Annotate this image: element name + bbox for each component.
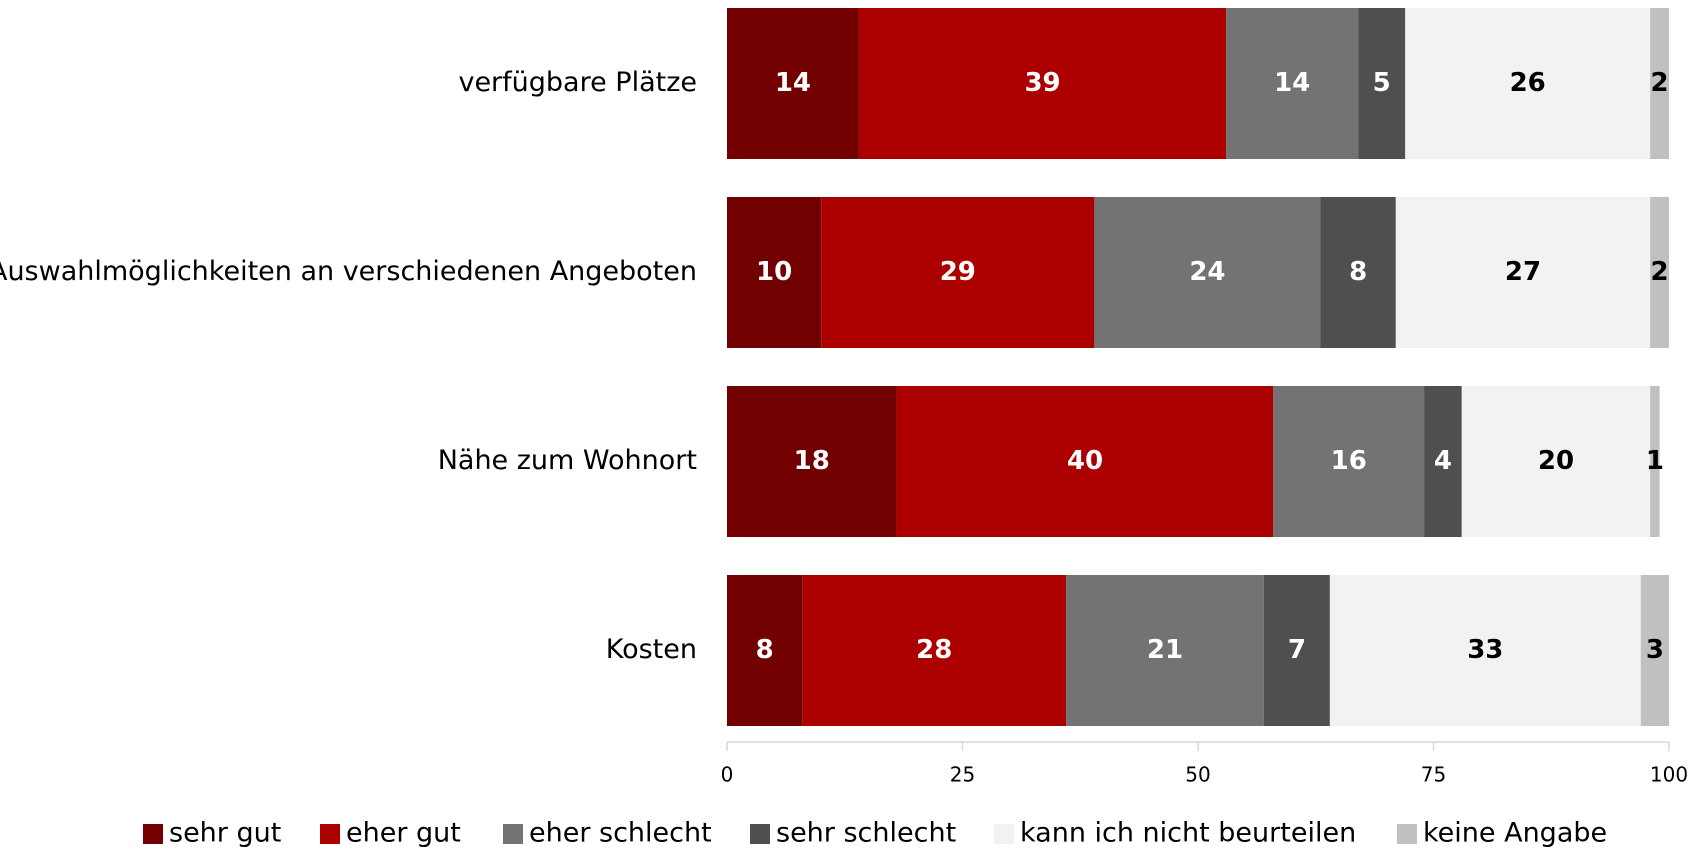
bar-segment	[1424, 386, 1462, 537]
data-label: 26	[1510, 68, 1546, 98]
data-label: 2	[1651, 257, 1669, 287]
category-label: verfügbare Plätze	[458, 67, 697, 98]
legend-label: kann ich nicht beurteilen	[1020, 818, 1356, 849]
data-label: 21	[1147, 635, 1183, 665]
bar-segment	[727, 386, 897, 537]
bar-segment	[1650, 386, 1660, 537]
legend-swatch	[1397, 824, 1417, 844]
bar-segment	[1329, 575, 1641, 726]
category-label: Nähe zum Wohnort	[438, 445, 697, 476]
bar-segment	[1273, 386, 1425, 537]
bar-segment	[1320, 197, 1396, 348]
bar-segment	[1358, 8, 1406, 159]
data-label: 16	[1331, 446, 1367, 476]
bar-segment	[727, 197, 822, 348]
category-label: Kosten	[606, 634, 697, 665]
bar-segment	[1650, 8, 1669, 159]
data-label: 29	[940, 257, 976, 287]
x-tick-label: 50	[1185, 763, 1210, 787]
data-label: 39	[1024, 68, 1060, 98]
legend-swatch	[320, 824, 340, 844]
data-label: 10	[756, 257, 792, 287]
bar-segment	[858, 8, 1227, 159]
data-label: 18	[794, 446, 830, 476]
bar-segment	[1395, 197, 1651, 348]
legend-label: eher gut	[346, 818, 461, 849]
legend-swatch	[994, 824, 1014, 844]
bar-segment	[821, 197, 1095, 348]
data-label: 5	[1373, 68, 1391, 98]
legend-swatch	[750, 824, 770, 844]
legend-label: eher schlecht	[529, 818, 712, 849]
bar-segment	[1461, 386, 1651, 537]
data-label: 7	[1288, 635, 1306, 665]
data-label: 20	[1538, 446, 1574, 476]
x-tick-label: 100	[1650, 763, 1688, 787]
data-label: 28	[916, 635, 952, 665]
category-label: Auswahlmöglichkeiten an verschiedenen An…	[0, 256, 697, 287]
bar-segment	[1405, 8, 1651, 159]
data-label: 40	[1067, 446, 1103, 476]
data-label: 14	[775, 68, 811, 98]
bar-segment	[896, 386, 1274, 537]
data-label: 24	[1189, 257, 1225, 287]
bar-segment	[727, 8, 859, 159]
bar-segment	[1640, 575, 1669, 726]
x-tick-label: 75	[1421, 763, 1446, 787]
data-label: 1	[1646, 446, 1664, 476]
bar-segment	[1226, 8, 1359, 159]
data-label: 4	[1434, 446, 1452, 476]
x-tick-label: 0	[721, 763, 734, 787]
legend-label: sehr gut	[169, 818, 281, 849]
legend-swatch	[143, 824, 163, 844]
data-label: 8	[1349, 257, 1367, 287]
bar-segment	[1066, 575, 1264, 726]
legend-swatch	[503, 824, 523, 844]
x-tick-label: 25	[950, 763, 975, 787]
data-label: 2	[1651, 68, 1669, 98]
data-label: 27	[1505, 257, 1541, 287]
bar-segment	[1094, 197, 1321, 348]
bar-segment	[727, 575, 803, 726]
data-label: 3	[1646, 635, 1664, 665]
legend-label: keine Angabe	[1423, 818, 1607, 849]
data-label: 14	[1274, 68, 1310, 98]
data-label: 33	[1467, 635, 1503, 665]
bar-segment	[802, 575, 1067, 726]
legend-label: sehr schlecht	[776, 818, 956, 849]
data-label: 8	[756, 635, 774, 665]
bar-segment	[1650, 197, 1669, 348]
bar-segment	[1263, 575, 1330, 726]
